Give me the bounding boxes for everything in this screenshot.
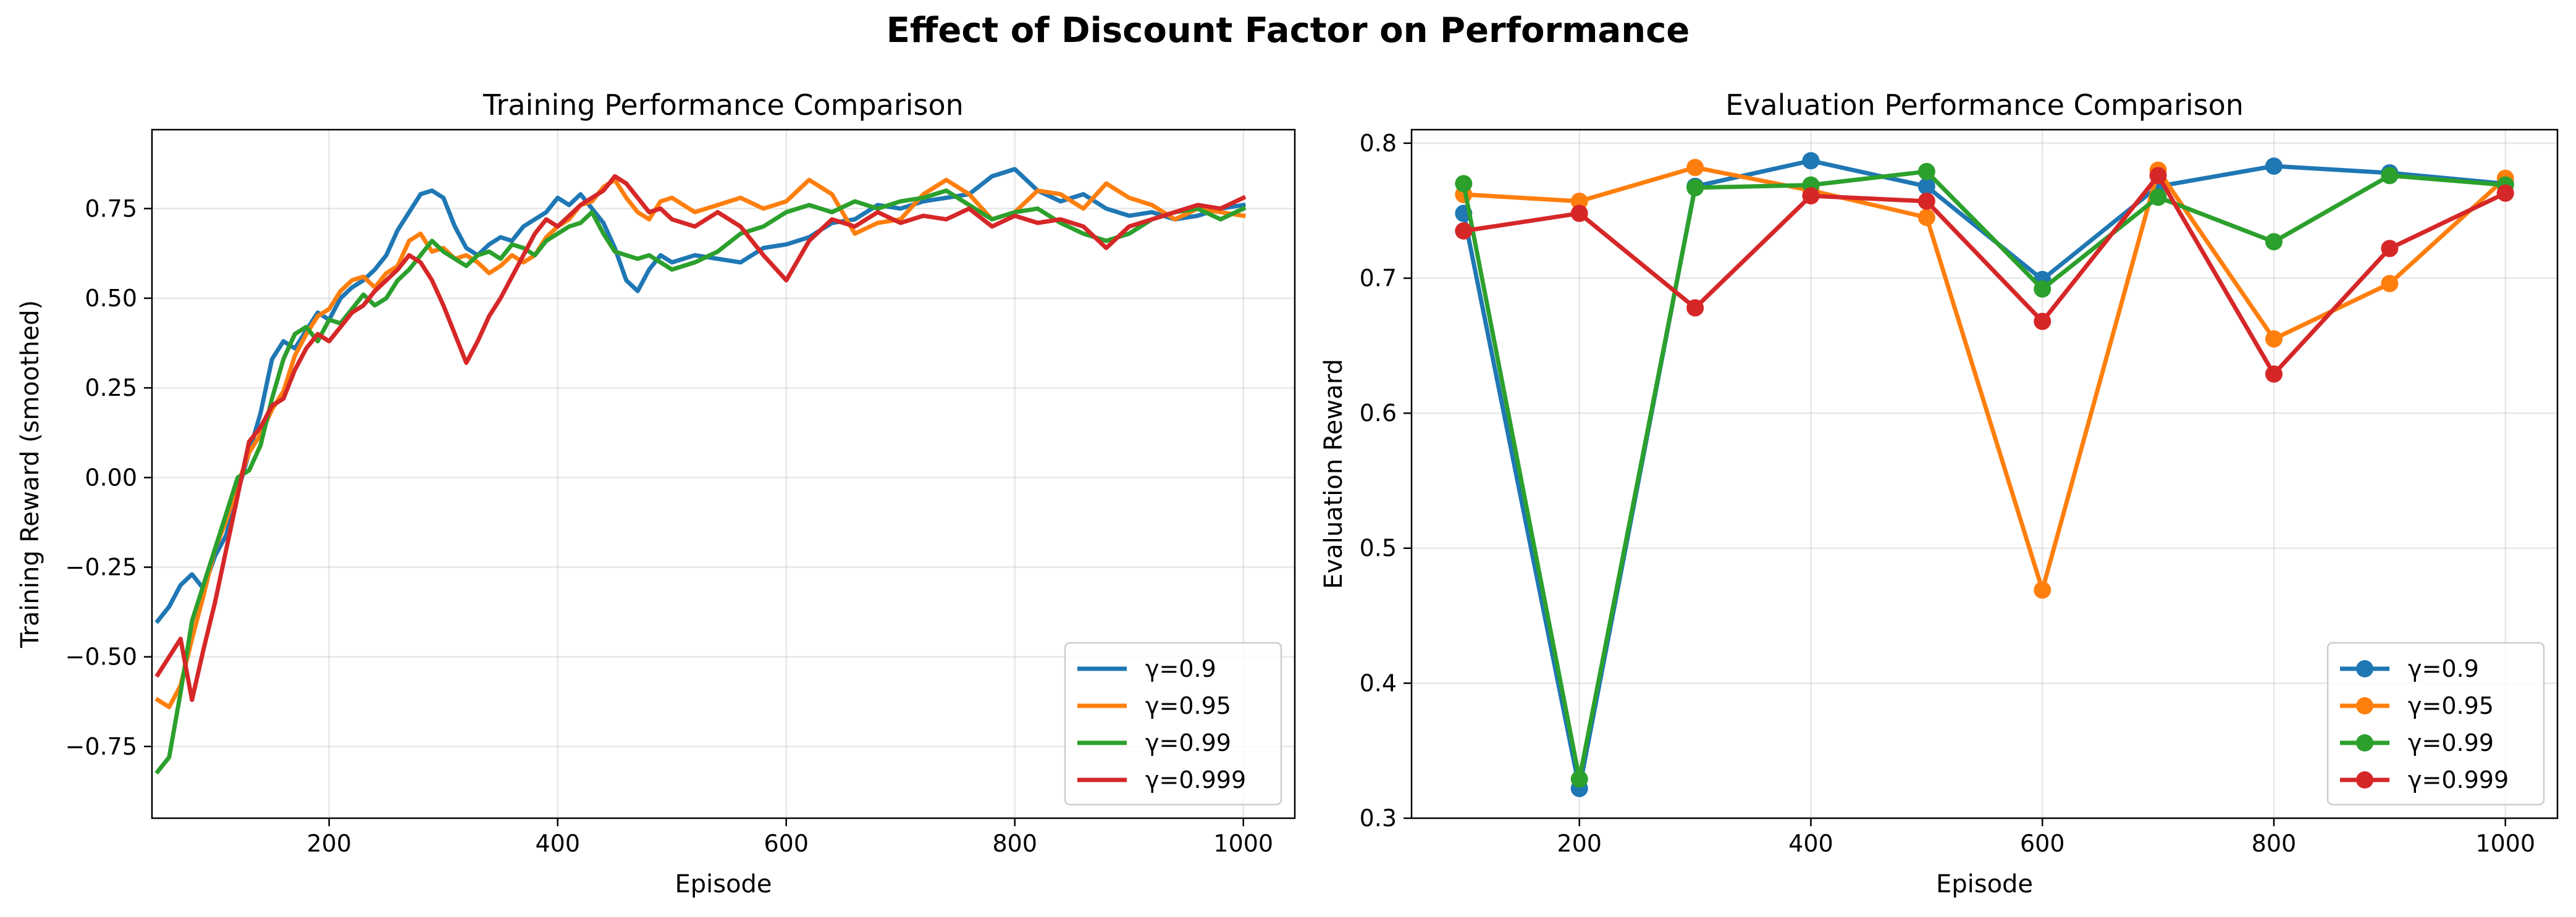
data-point bbox=[1917, 177, 1935, 195]
y-tick-label: 0.6 bbox=[1360, 400, 1397, 427]
legend-item: γ=0.95 bbox=[1077, 692, 1231, 719]
x-tick-label: 800 bbox=[2252, 830, 2297, 857]
legend-item: γ=0.99 bbox=[1077, 729, 1231, 756]
x-tick-label: 400 bbox=[535, 830, 580, 857]
y-tick-label: −0.25 bbox=[65, 553, 137, 580]
series-line bbox=[1461, 173, 2509, 377]
data-point bbox=[1455, 222, 1473, 240]
data-point bbox=[1686, 159, 1704, 177]
x-tick-label: 400 bbox=[1788, 830, 1833, 857]
legend-frame bbox=[2326, 642, 2545, 806]
data-point bbox=[2265, 157, 2283, 175]
x-tick-label: 200 bbox=[1557, 830, 1602, 857]
legend-label: γ=0.95 bbox=[2408, 692, 2494, 719]
y-tick-label: 0.8 bbox=[1360, 130, 1397, 157]
data-point bbox=[2381, 275, 2399, 293]
chart-title: Evaluation Performance Comparison bbox=[1725, 88, 2244, 122]
y-tick-label: 0.75 bbox=[85, 195, 137, 222]
data-point bbox=[1917, 162, 1935, 180]
data-point bbox=[1570, 192, 1588, 210]
figure-title: Effect of Discount Factor on Performance bbox=[886, 10, 1690, 51]
data-point bbox=[1455, 175, 1473, 193]
y-axis-label: Training Reward (smoothed) bbox=[16, 300, 44, 648]
data-point bbox=[2381, 240, 2399, 258]
data-point bbox=[1686, 299, 1704, 317]
legend: γ=0.9 γ=0.95 γ=0.99 γ=0.999 bbox=[2326, 642, 2545, 806]
data-point bbox=[1917, 209, 1935, 227]
y-tick-label: 0.00 bbox=[85, 464, 137, 491]
data-point bbox=[1686, 179, 1704, 197]
series-line bbox=[1461, 169, 2508, 782]
data-point bbox=[2034, 312, 2052, 330]
data-point bbox=[2034, 280, 2052, 298]
data-point bbox=[2149, 188, 2167, 206]
data-point bbox=[2265, 365, 2283, 383]
legend-label: γ=0.99 bbox=[2408, 729, 2494, 756]
data-point bbox=[2149, 167, 2167, 185]
data-point bbox=[1570, 770, 1588, 788]
y-tick-label: −0.75 bbox=[65, 733, 137, 760]
evaluation-chart: 200 400 600 800 1000 0.3 0.4 0.5 0.6 0.7 0.8 Evalua… bbox=[1320, 88, 2559, 898]
y-axis-label: Evaluation Reward bbox=[1320, 359, 1348, 589]
x-tick-label: 800 bbox=[992, 830, 1037, 857]
legend-frame bbox=[1064, 642, 1282, 806]
axes-frame bbox=[1410, 128, 2559, 819]
legend: γ=0.9 γ=0.95 γ=0.99 γ=0.999 bbox=[1064, 642, 1282, 806]
series-line bbox=[154, 188, 1247, 775]
data-point bbox=[2265, 233, 2283, 251]
x-axis-label: Episode bbox=[1936, 870, 2033, 898]
legend-label: γ=0.9 bbox=[1145, 655, 1216, 682]
legend-item: γ=0.9 bbox=[2340, 655, 2479, 682]
legend-item: γ=0.9 bbox=[1077, 655, 1216, 682]
legend-label: γ=0.999 bbox=[2408, 766, 2509, 793]
data-point bbox=[2496, 184, 2514, 202]
legend-item: γ=0.999 bbox=[2340, 766, 2509, 793]
legend-label: γ=0.999 bbox=[1145, 766, 1246, 793]
legend-item: γ=0.99 bbox=[2340, 729, 2494, 756]
axes-frame bbox=[151, 128, 1296, 819]
y-tick-label: 0.50 bbox=[85, 285, 137, 312]
legend-label: γ=0.95 bbox=[1145, 692, 1231, 719]
y-tick-label: 0.5 bbox=[1360, 535, 1397, 562]
x-tick-label: 600 bbox=[2020, 830, 2065, 857]
legend-marker bbox=[2356, 697, 2373, 714]
legend-label: γ=0.9 bbox=[2408, 655, 2479, 682]
x-tick-label: 1000 bbox=[1213, 830, 1273, 857]
y-tick-label: −0.50 bbox=[65, 643, 137, 671]
legend-marker bbox=[2356, 734, 2373, 752]
legend-marker bbox=[2356, 660, 2373, 677]
data-point bbox=[1917, 192, 1935, 210]
data-point bbox=[1802, 152, 1820, 170]
x-axis-label: Episode bbox=[675, 870, 772, 898]
legend-item: γ=0.95 bbox=[2340, 692, 2494, 719]
legend-label: γ=0.99 bbox=[1145, 729, 1231, 756]
legend-item: γ=0.999 bbox=[1077, 766, 1246, 793]
y-tick-label: 0.4 bbox=[1360, 669, 1397, 697]
legend-marker bbox=[2356, 771, 2373, 789]
data-point bbox=[2381, 167, 2399, 185]
data-point bbox=[1570, 204, 1588, 222]
data-point bbox=[1802, 187, 1820, 205]
x-tick-label: 600 bbox=[764, 830, 809, 857]
y-tick-label: 0.7 bbox=[1360, 264, 1397, 291]
chart-title: Training Performance Comparison bbox=[482, 88, 964, 122]
training-chart: 200 400 600 800 1000 −0.75 −0.50 −0.25 0.00 0.25 0… bbox=[16, 88, 1296, 898]
y-tick-label: 0.25 bbox=[85, 374, 137, 401]
series-line bbox=[154, 174, 1247, 702]
y-tick-label: 0.3 bbox=[1360, 805, 1397, 832]
x-tick-label: 1000 bbox=[2475, 830, 2535, 857]
x-tick-label: 200 bbox=[306, 830, 351, 857]
data-point bbox=[2265, 330, 2283, 348]
data-point bbox=[2034, 581, 2052, 599]
